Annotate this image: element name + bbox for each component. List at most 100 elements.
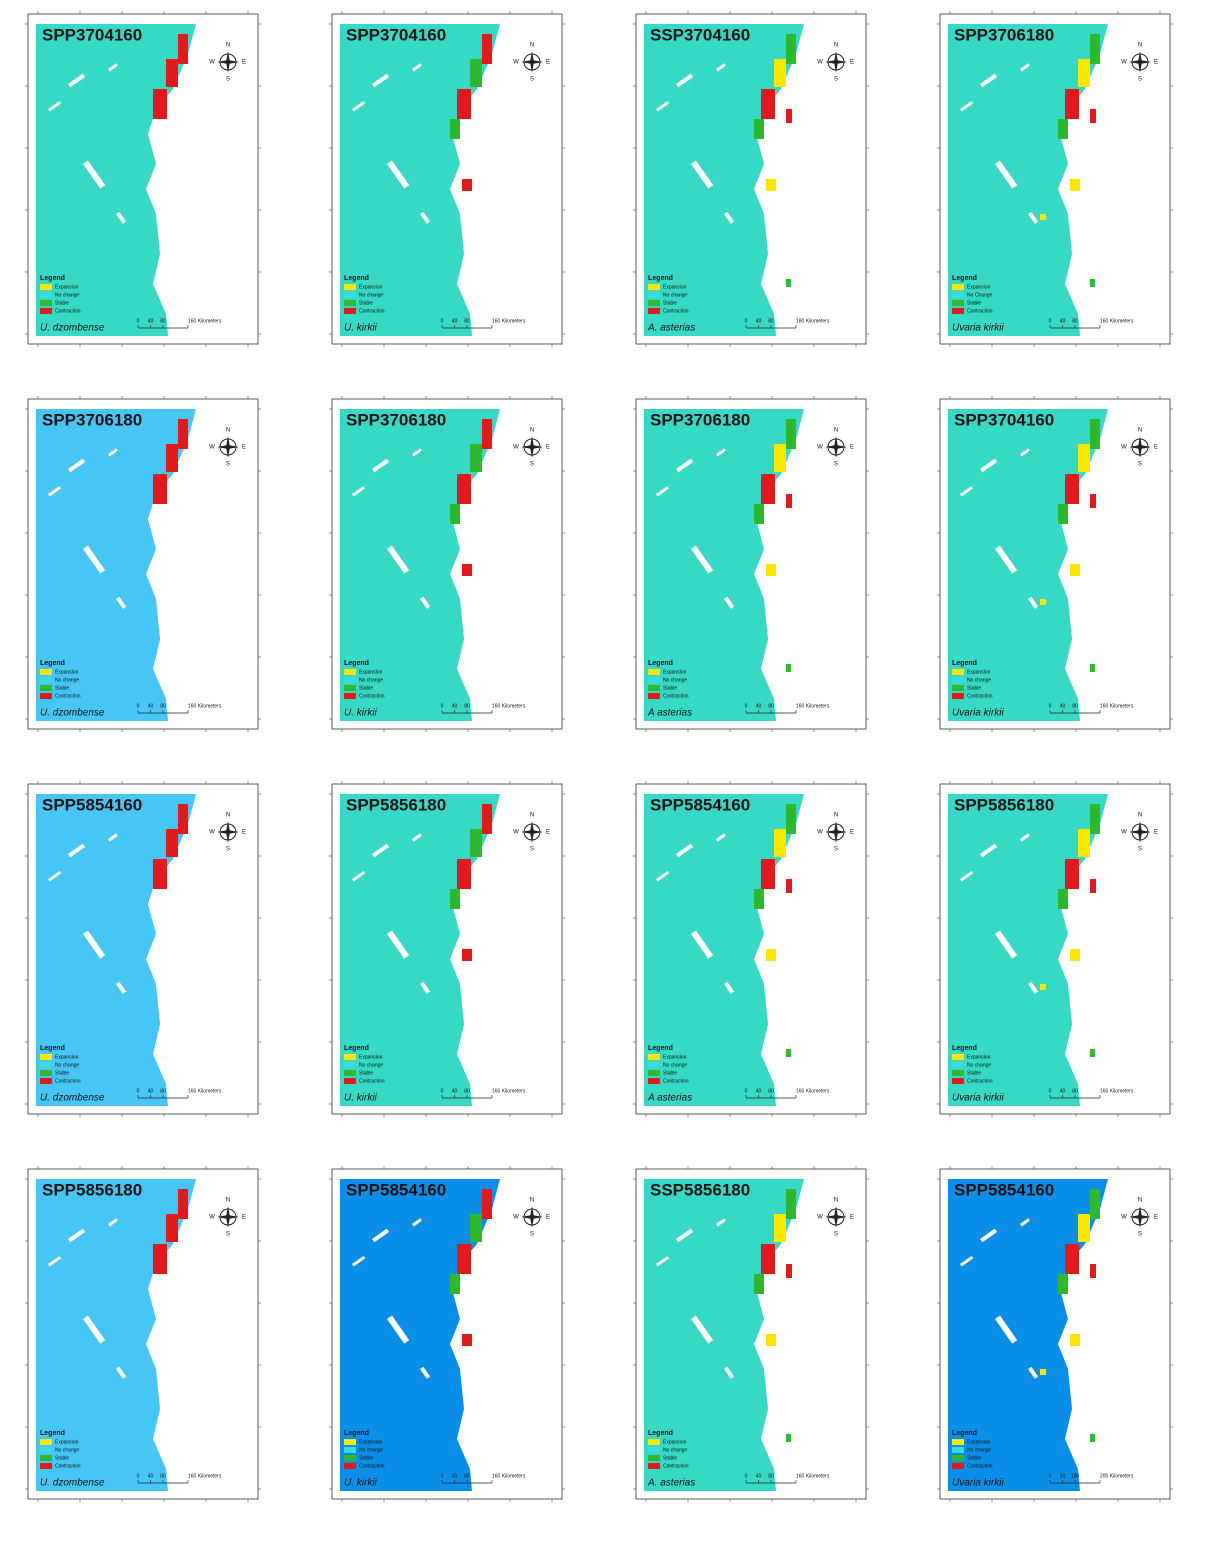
legend-title: Legend — [648, 1430, 673, 1437]
compass-letter: N — [834, 1198, 838, 1204]
legend-swatch — [648, 693, 660, 699]
scale-label: 80 — [768, 703, 774, 709]
scale-label: 0 — [441, 703, 444, 709]
species-label: Uvaria kirkii — [952, 1093, 1004, 1104]
range-change-patch — [1090, 664, 1095, 672]
map-panel: SPP3706180NESWLegendExpansionNo changeSt… — [25, 396, 261, 732]
scale-label: 0 — [745, 1473, 748, 1479]
compass-letter: W — [817, 1215, 823, 1221]
scale-label: 40 — [756, 1473, 762, 1479]
range-change-patch — [470, 829, 482, 857]
map-panel: SPP3704160NESWLegendExpansionNo changeSt… — [25, 11, 261, 347]
scale-label: 0 — [1049, 703, 1052, 709]
scale-label: 160 Kilometers — [1100, 703, 1134, 709]
scale-label: 160 Kilometers — [796, 1088, 830, 1094]
legend-swatch — [344, 1062, 356, 1068]
range-change-patch — [462, 1334, 472, 1346]
compass-letter: N — [530, 813, 534, 819]
legend-swatch — [344, 300, 356, 306]
range-change-patch — [761, 474, 775, 504]
scale-label: 160 Kilometers — [492, 1473, 526, 1479]
range-change-patch — [1058, 119, 1068, 139]
legend-label: Expansion — [967, 1439, 991, 1445]
compass-letter: E — [850, 445, 854, 451]
legend-label: Contraction — [55, 308, 81, 314]
legend-label: Expansion — [967, 284, 991, 290]
species-label: A asterias — [647, 708, 692, 719]
range-change-patch — [754, 889, 764, 909]
compass-letter: N — [530, 1198, 534, 1204]
legend-label: Expansion — [359, 1439, 383, 1445]
range-change-patch — [470, 444, 482, 472]
legend-swatch — [648, 1447, 660, 1453]
compass-letter: E — [242, 445, 246, 451]
compass-letter: N — [226, 428, 230, 434]
legend-swatch — [40, 1447, 52, 1453]
legend-swatch — [648, 1439, 660, 1445]
range-change-patch — [786, 1049, 791, 1057]
scale-label: 0 — [745, 1088, 748, 1094]
legend-swatch — [40, 669, 52, 675]
legend-label: Contraction — [359, 1463, 385, 1469]
legend-label: Stable — [55, 1070, 69, 1076]
legend-title: Legend — [648, 275, 673, 282]
compass-letter: S — [530, 1232, 534, 1238]
range-change-patch — [457, 859, 471, 889]
compass-letter: N — [1138, 813, 1142, 819]
scale-label: 80 — [1072, 703, 1078, 709]
scale-label: 0 — [745, 703, 748, 709]
legend-label: No change — [55, 1062, 79, 1068]
compass-letter: S — [1138, 77, 1142, 83]
scale-label: 80 — [160, 1473, 166, 1479]
legend-label: No change — [967, 1062, 991, 1068]
legend-label: Expansion — [967, 669, 991, 675]
compass-letter: S — [530, 77, 534, 83]
scale-label: 160 Kilometers — [796, 703, 830, 709]
range-change-patch — [1090, 279, 1095, 287]
compass-letter: N — [834, 428, 838, 434]
legend-swatch — [344, 284, 356, 290]
legend-swatch — [344, 1070, 356, 1076]
range-change-patch — [786, 419, 796, 449]
range-change-patch — [470, 1214, 482, 1242]
scale-label: 40 — [148, 318, 154, 324]
range-change-patch — [153, 859, 167, 889]
species-label: U. kirkii — [344, 1093, 378, 1104]
legend-title: Legend — [952, 275, 977, 282]
legend-label: Expansion — [55, 669, 79, 675]
legend-label: Contraction — [55, 1463, 81, 1469]
range-change-patch — [1065, 859, 1079, 889]
scale-label: 40 — [1060, 703, 1066, 709]
range-change-patch — [1040, 599, 1046, 605]
map-title: SPP5856180 — [42, 1180, 142, 1199]
legend-label: No Change — [967, 292, 993, 298]
legend-label: Stable — [663, 685, 677, 691]
legend-label: Contraction — [55, 693, 81, 699]
range-change-patch — [1065, 1244, 1079, 1274]
scale-label: 40 — [756, 1088, 762, 1094]
legend-label: No change — [663, 677, 687, 683]
compass-letter: N — [226, 1198, 230, 1204]
scale-label: 160 Kilometers — [492, 703, 526, 709]
scale-label: 40 — [1060, 318, 1066, 324]
map-panel: SPP5854160NESWLegendExpansionNo changeSt… — [937, 1166, 1173, 1502]
compass-letter: S — [834, 1232, 838, 1238]
legend-label: Contraction — [663, 308, 689, 314]
compass-letter: N — [226, 43, 230, 49]
compass-letter: W — [817, 830, 823, 836]
legend-swatch — [952, 677, 964, 683]
scale-label: 160 Kilometers — [188, 1088, 222, 1094]
legend-swatch — [648, 1070, 660, 1076]
legend-swatch — [40, 1078, 52, 1084]
scale-label: 0 — [1049, 1473, 1052, 1479]
compass-letter: E — [1154, 830, 1158, 836]
compass-letter: W — [209, 445, 215, 451]
legend-swatch — [952, 1447, 964, 1453]
scale-label: 0 — [1049, 1088, 1052, 1094]
compass-letter: E — [1154, 445, 1158, 451]
legend-label: No change — [967, 1447, 991, 1453]
legend-label: Stable — [967, 685, 981, 691]
range-change-patch — [786, 1264, 792, 1278]
range-change-patch — [450, 889, 460, 909]
legend-label: No change — [55, 1447, 79, 1453]
